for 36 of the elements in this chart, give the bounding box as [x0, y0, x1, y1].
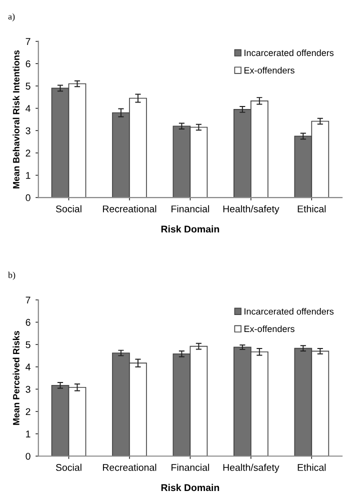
y-tick-label: 3 [26, 386, 30, 393]
y-tick-label: 2 [26, 408, 30, 416]
y-tick-label: 1 [26, 430, 30, 438]
x-tick-label: Recreational [102, 205, 156, 212]
x-tick-label: Health/safety [223, 205, 280, 214]
y-tick-label: 5 [26, 341, 30, 348]
legend-label: Incarcerated offenders [244, 308, 334, 315]
x-tick-label: Social [56, 205, 82, 212]
y-tick-label: 5 [26, 82, 30, 90]
chart-title: a) [8, 13, 15, 22]
y-tick-label: 0 [26, 452, 30, 460]
y-tick-label: 0 [26, 194, 30, 202]
legend-label: Ex-offenders [244, 66, 294, 74]
y-axis-title: Mean Perceived Risks [12, 330, 20, 425]
y-tick-label: 4 [26, 364, 30, 370]
x-axis-title: Risk Domain [161, 225, 220, 233]
legend-label: Ex-offenders [244, 325, 294, 332]
y-tick-label: 4 [26, 105, 30, 112]
y-tick-label: 6 [26, 60, 30, 68]
y-tick-label: 3 [26, 127, 30, 134]
y-tick-label: 7 [26, 38, 30, 45]
x-tick-label: Social [56, 464, 82, 471]
x-tick-label: Ethical [298, 464, 326, 471]
y-tick-label: 6 [26, 318, 30, 326]
x-tick-label: Health/safety [223, 464, 280, 473]
x-tick-label: Recreational [102, 464, 156, 471]
x-tick-label: Financial [172, 464, 210, 471]
y-axis-title: Mean Behavioral Risk Intentions [12, 50, 20, 188]
x-axis-title: Risk Domain [161, 484, 220, 492]
y-tick-label: 1 [26, 172, 30, 179]
x-tick-label: Financial [172, 205, 210, 212]
legend-label: Incarcerated offenders [244, 49, 334, 56]
x-tick-label: Ethical [298, 205, 326, 212]
chart-title: b) [8, 272, 16, 280]
y-tick-label: 7 [26, 296, 30, 304]
y-tick-label: 2 [26, 150, 30, 156]
